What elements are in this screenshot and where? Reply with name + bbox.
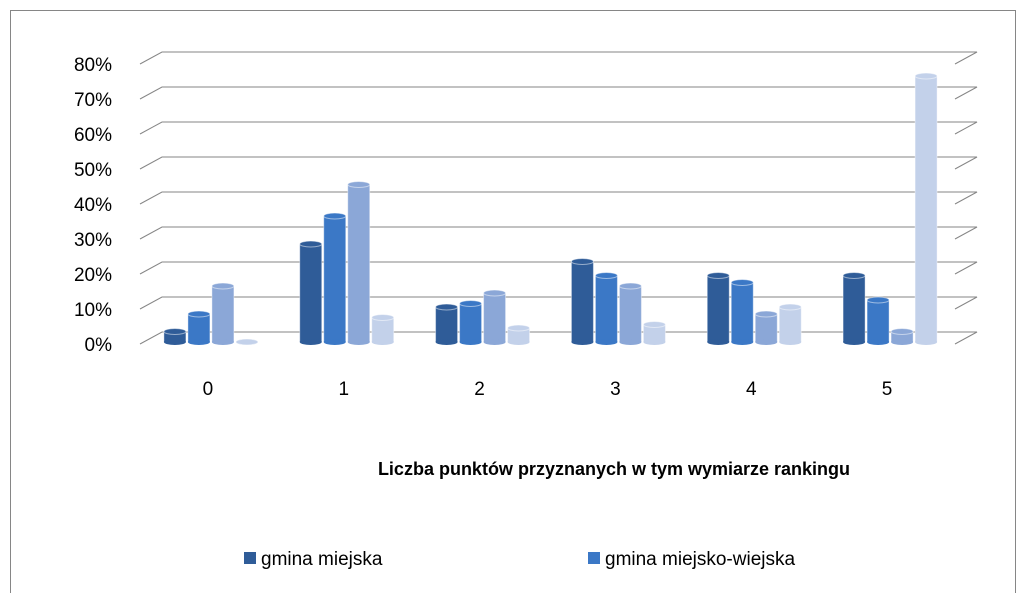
y-tick-label: 70% bbox=[74, 90, 112, 111]
x-axis-title: Liczba punktów przyznanych w tym wymiarz… bbox=[378, 459, 850, 479]
bar bbox=[347, 181, 371, 345]
grid-line bbox=[139, 51, 978, 65]
grid-line bbox=[139, 156, 978, 170]
bar bbox=[323, 212, 347, 345]
y-tick-label: 40% bbox=[74, 195, 112, 216]
bar bbox=[459, 300, 483, 345]
grid-line bbox=[139, 191, 978, 205]
x-tick-label: 3 bbox=[610, 379, 621, 400]
bar bbox=[618, 282, 642, 345]
x-tick-label: 2 bbox=[474, 379, 485, 400]
bar bbox=[371, 314, 395, 345]
legend-label: gmina miejsko-wiejska bbox=[605, 549, 795, 570]
x-tick-label: 0 bbox=[203, 379, 214, 400]
grid-line bbox=[139, 86, 978, 100]
y-tick-label: 50% bbox=[74, 160, 112, 181]
legend-swatch bbox=[588, 552, 600, 564]
bar bbox=[570, 258, 594, 345]
grid-line bbox=[139, 261, 978, 275]
y-tick-label: 10% bbox=[74, 300, 112, 321]
grid-line bbox=[139, 121, 978, 135]
bar bbox=[187, 310, 211, 345]
bar bbox=[235, 338, 259, 346]
bar bbox=[483, 289, 507, 345]
chart-border bbox=[10, 10, 1016, 593]
y-tick-label: 60% bbox=[74, 125, 112, 146]
bar bbox=[435, 303, 459, 345]
bar bbox=[778, 303, 802, 345]
bar bbox=[299, 240, 323, 345]
bar bbox=[890, 328, 914, 345]
y-tick-label: 0% bbox=[85, 335, 113, 356]
bar bbox=[211, 282, 235, 345]
bar bbox=[754, 310, 778, 345]
legend-swatch bbox=[244, 552, 256, 564]
grid-line bbox=[139, 226, 978, 240]
bar bbox=[163, 328, 187, 345]
bar bbox=[642, 321, 666, 345]
y-tick-label: 80% bbox=[74, 55, 112, 76]
grid-line bbox=[139, 296, 978, 310]
bar bbox=[866, 296, 890, 345]
x-tick-label: 1 bbox=[338, 379, 349, 400]
legend-label: gmina miejska bbox=[261, 549, 383, 570]
grid-line bbox=[139, 331, 978, 345]
bar bbox=[842, 272, 866, 345]
x-tick-label: 5 bbox=[882, 379, 893, 400]
bar bbox=[594, 272, 618, 345]
y-tick-label: 20% bbox=[74, 265, 112, 286]
bar bbox=[706, 272, 730, 345]
x-tick-label: 4 bbox=[746, 379, 757, 400]
bar bbox=[507, 324, 531, 345]
y-tick-label: 30% bbox=[74, 230, 112, 251]
bar bbox=[914, 72, 938, 345]
bar bbox=[730, 279, 754, 345]
